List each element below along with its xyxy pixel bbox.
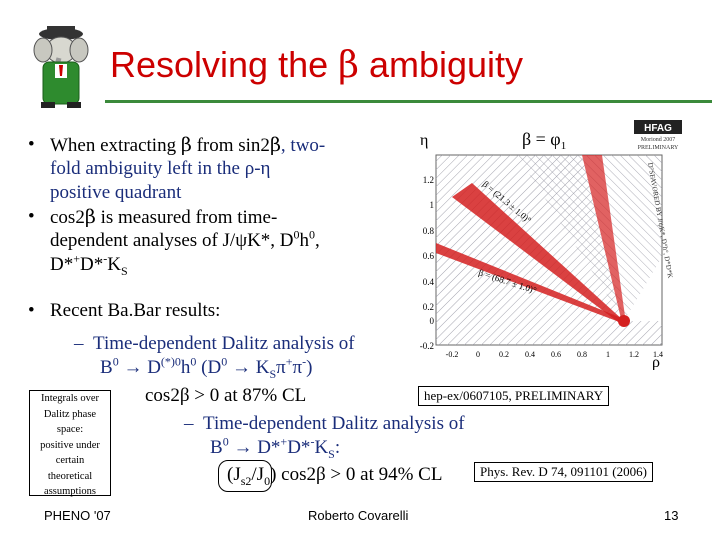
hfag-badge: HFAG Moriond 2007 PRELIMINARY	[634, 120, 682, 151]
eta-axis-label: η	[420, 132, 428, 149]
svg-text:-0.2: -0.2	[446, 350, 459, 359]
sub-bullet-1-decay: B0 → D(*)0h0 (D0 → KSπ+π-)	[100, 354, 313, 381]
svg-text:0.8: 0.8	[577, 350, 587, 359]
sub-bullet-2: – Time-dependent Dalitz analysis of	[184, 413, 465, 434]
plot-title: β = φ1	[522, 129, 566, 152]
svg-text:0.4: 0.4	[525, 350, 535, 359]
svg-text:Moriond 2007: Moriond 2007	[641, 137, 676, 143]
sub-bullet-1-result: cos2β > 0 at 87% CL	[145, 385, 307, 406]
svg-text:-0.2: -0.2	[420, 341, 434, 351]
svg-text:HFAG: HFAG	[644, 123, 672, 134]
footer-conference: PHENO '07	[44, 508, 111, 523]
integrals-note: Integrals over Dalitz phase space: posit…	[29, 390, 111, 497]
bullet-2: • cos2β is measured from time- dependent…	[28, 206, 320, 278]
svg-text:1.2: 1.2	[423, 175, 434, 185]
footer-author: Roberto Covarelli	[308, 508, 409, 523]
slide-title: Resolving the β ambiguity	[110, 44, 524, 86]
sub-bullet-2-result: (Js2/J0) cos2β > 0 at 94% CL	[227, 464, 443, 488]
svg-text:0.6: 0.6	[551, 350, 561, 359]
svg-text:0: 0	[476, 350, 480, 359]
rho-axis-label: ρ	[652, 354, 660, 370]
beta-band-3	[582, 155, 626, 323]
y-tick-labels: 1.2 1 0.8 0.6 0.4 0.2 0 -0.2	[420, 175, 435, 351]
svg-text:0: 0	[430, 316, 435, 326]
bullet-1: • When extracting β from sin2β, two- fol…	[28, 134, 326, 203]
rho-eta-plot: 1.2 1 0.8 0.6 0.4 0.2 0 -0.2 -0.2 0 0.2 …	[412, 117, 686, 371]
svg-text:0.2: 0.2	[499, 350, 509, 359]
disfavored-hatch-2	[517, 155, 662, 321]
svg-text:0.2: 0.2	[423, 302, 434, 312]
bullet-3: • Recent Ba.Bar results:	[28, 300, 221, 321]
bracket-outline	[218, 460, 272, 492]
beta-band-2	[436, 243, 624, 323]
apex-marker	[618, 315, 630, 327]
beta-band-1	[452, 183, 624, 325]
svg-text:1.2: 1.2	[629, 350, 639, 359]
svg-text:1: 1	[606, 350, 610, 359]
sub-bullet-2-decay: B0 → D*+D*-KS:	[210, 434, 341, 461]
footer-page-number: 13	[664, 508, 679, 523]
svg-text:0.6: 0.6	[423, 251, 435, 261]
babar-logo	[25, 24, 97, 110]
svg-text:0.8: 0.8	[423, 226, 435, 236]
svg-text:PRELIMINARY: PRELIMINARY	[638, 145, 679, 151]
title-divider	[105, 100, 712, 103]
svg-text:1.4: 1.4	[653, 350, 663, 359]
x-tick-labels: -0.2 0 0.2 0.4 0.6 0.8 1 1.2 1.4	[446, 350, 663, 359]
svg-text:1: 1	[430, 200, 435, 210]
sub-bullet-1: – Time-dependent Dalitz analysis of	[74, 333, 355, 354]
reference-phys-rev: Phys. Rev. D 74, 091101 (2006)	[474, 462, 653, 482]
reference-hep-ex: hep-ex/0607105, PRELIMINARY	[418, 386, 610, 406]
svg-text:0.4: 0.4	[423, 277, 435, 287]
